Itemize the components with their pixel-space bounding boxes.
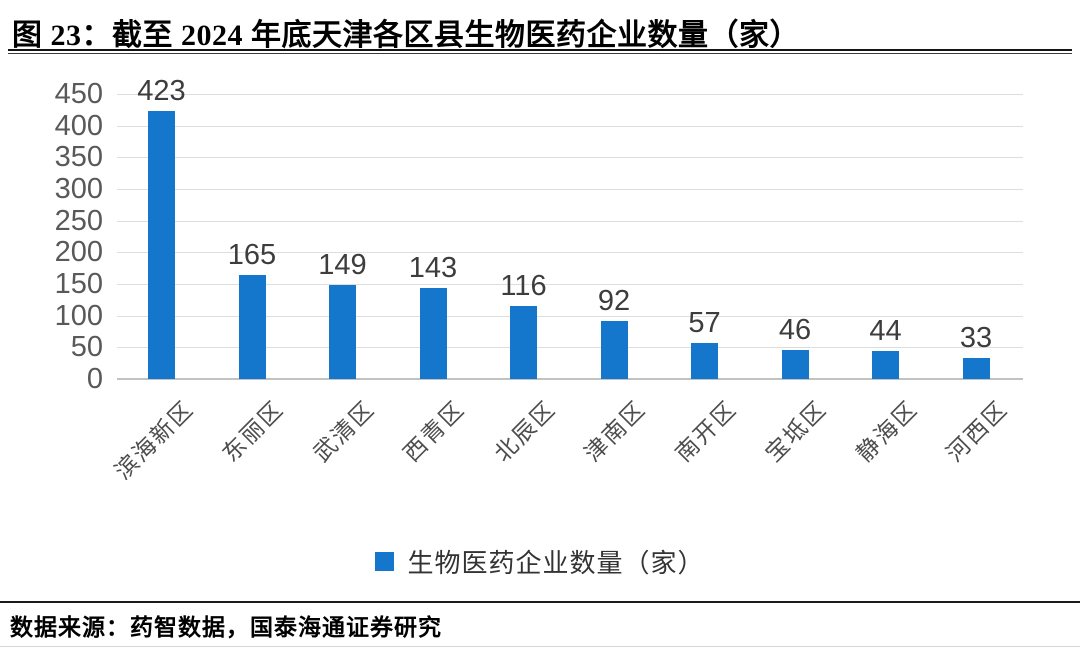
bar-value-label: 92 [597,284,631,317]
x-category-label: 滨海新区 [109,395,199,485]
legend-swatch-icon [375,552,395,571]
y-tick-label: 150 [54,268,103,300]
footer-divider [0,601,1080,603]
y-tick-label: 0 [86,363,103,395]
y-tick-label: 50 [70,331,103,364]
bar [781,349,809,379]
gridline [117,220,1023,222]
figure-title: 图 23：截至 2024 年底天津各区县生物医药企业数量（家） [12,19,800,52]
chart-legend: 生物医药企业数量（家） [0,543,1080,580]
y-tick-label: 350 [54,141,103,174]
gridline [117,125,1023,127]
y-tick-label: 400 [54,109,103,142]
bar [510,305,537,379]
bar-chart: 0 50 100 150 200 250 300 350 400 450 423 滨海新区 165 东丽区… [0,60,1080,510]
bar-value-label: 165 [227,238,277,271]
y-tick-label: 300 [54,173,103,205]
x-category-label: 静海区 [851,395,923,467]
bar [872,351,899,379]
gridline [117,157,1023,159]
bar [148,111,175,379]
bar-value-label: 57 [688,306,721,339]
x-category-label: 南开区 [670,395,742,467]
x-category-label: 北辰区 [489,395,561,467]
gridline [117,189,1023,190]
gridline [117,315,1023,317]
x-axis-line [117,378,1023,380]
y-tick-label: 100 [54,299,103,332]
bar [419,288,447,379]
bar-value-label: 46 [778,313,812,346]
bar [600,320,628,379]
gridline [117,347,1023,349]
gridline [117,94,1023,95]
x-category-label: 西青区 [398,395,470,467]
x-category-label: 武清区 [308,395,380,467]
bar-value-label: 149 [318,248,367,281]
bar-value-label: 33 [959,322,993,355]
y-tick-label: 250 [54,204,103,237]
x-category-label: 东丽区 [217,395,289,467]
y-tick-label: 450 [54,78,103,110]
bar-value-label: 143 [408,252,458,285]
bottom-divider [0,646,1080,647]
bar [329,284,356,379]
bar [691,342,718,379]
data-source-note: 数据来源：药智数据，国泰海通证券研究 [10,615,442,640]
legend-label: 生物医药企业数量（家） [407,549,705,578]
bar [238,274,266,379]
x-category-label: 宝坻区 [760,395,832,467]
gridline [117,284,1023,285]
title-divider [8,49,1072,54]
bar-value-label: 44 [869,315,902,348]
x-category-label: 河西区 [941,395,1013,467]
bar-value-label: 116 [500,269,547,302]
y-tick-label: 200 [54,236,103,269]
x-category-label: 津南区 [579,395,651,467]
gridline [117,252,1023,254]
bar-value-label: 423 [137,75,186,108]
bar [962,358,990,379]
